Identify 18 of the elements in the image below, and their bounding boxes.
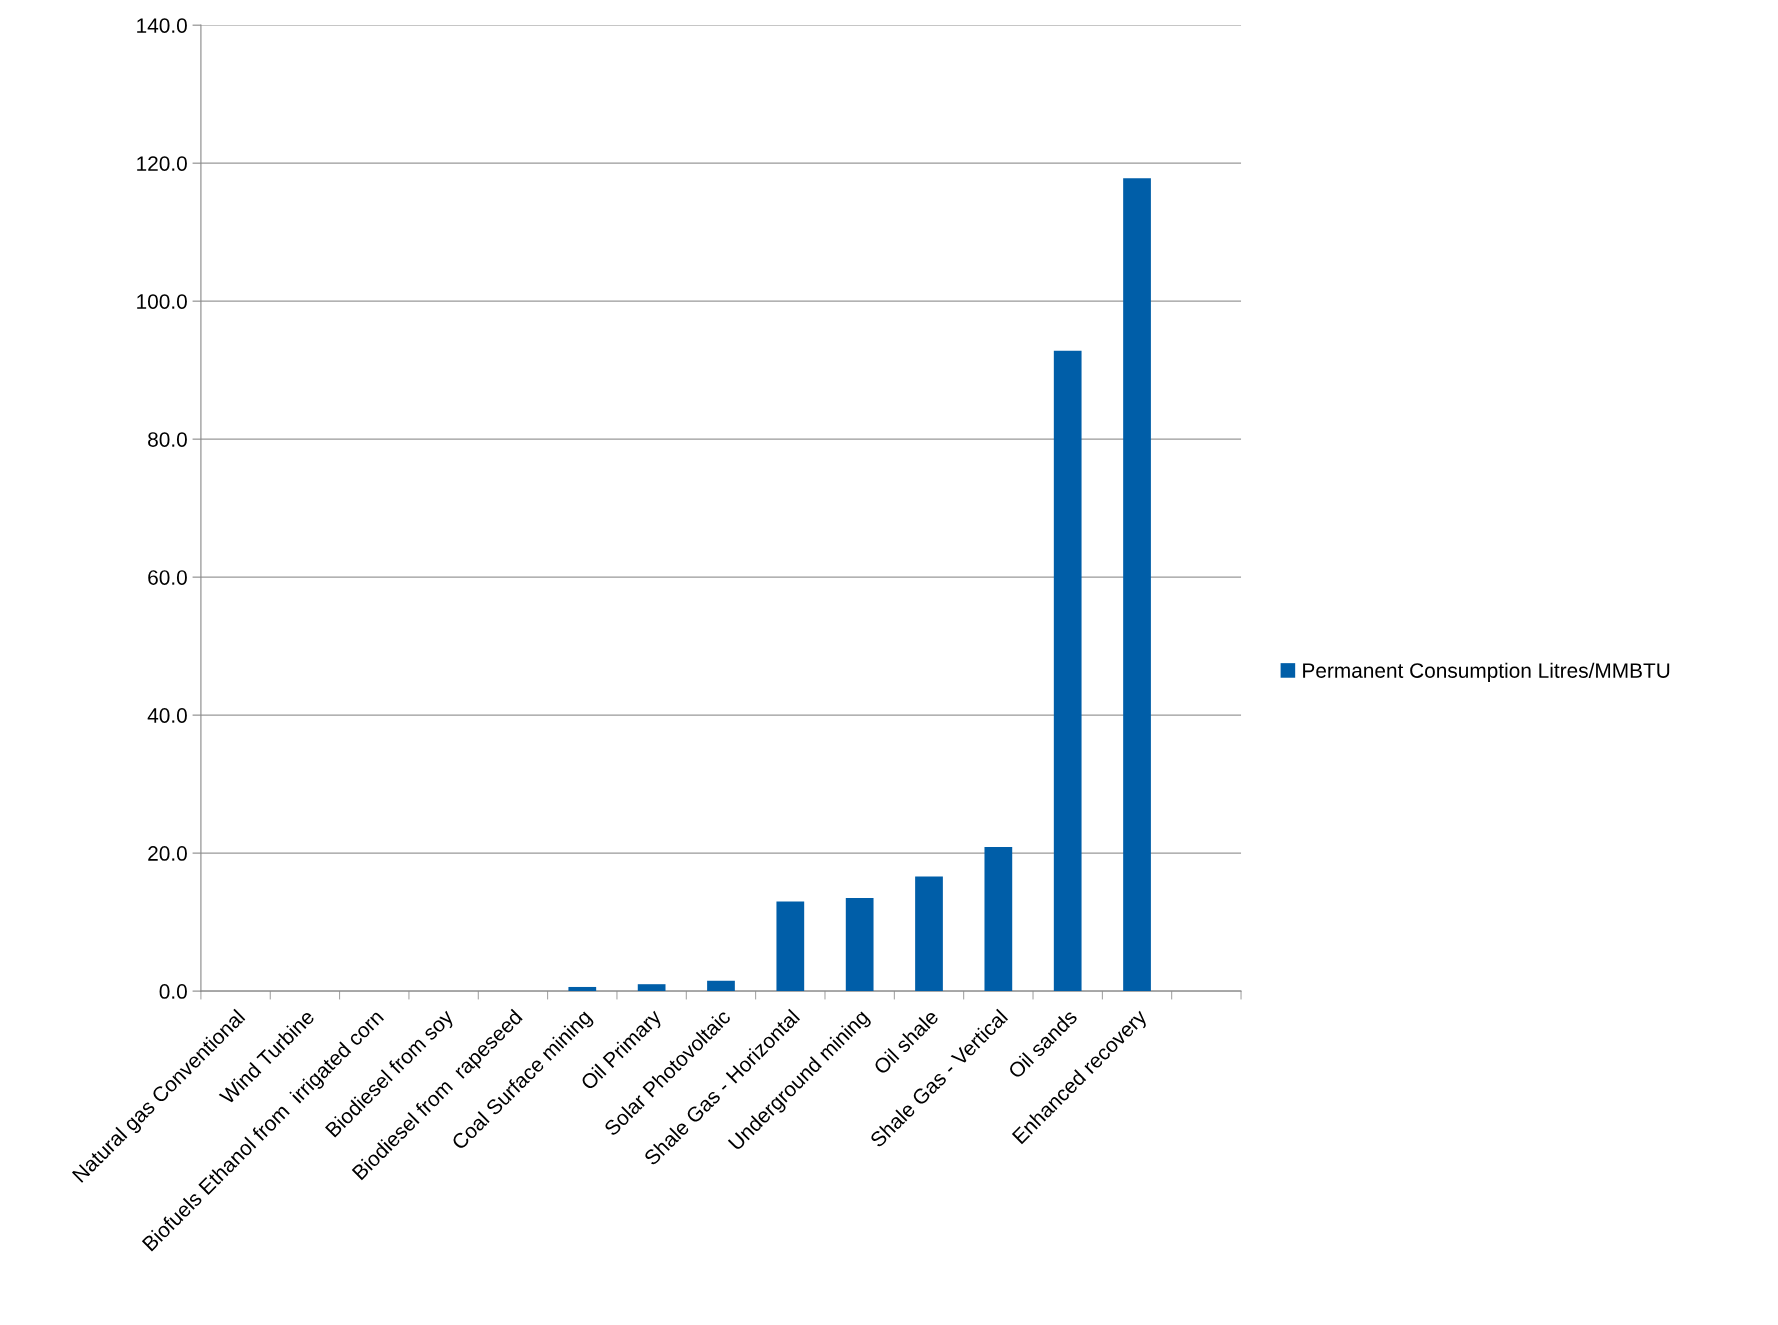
bar: [845, 897, 874, 992]
bar: [1123, 178, 1151, 992]
y-tick-label: 140.0: [137, 18, 187, 33]
y-tick-label: 40.0: [147, 708, 187, 723]
bar: [1053, 350, 1082, 992]
bar: [984, 846, 1013, 992]
bar: [915, 876, 943, 992]
y-tick-label: 80.0: [148, 432, 187, 447]
bar: [776, 901, 805, 992]
bar: [637, 984, 666, 992]
y-tick-label: 100.0: [137, 294, 187, 309]
bar: [707, 980, 735, 992]
legend-label: Permanent Consumption Litres/MMBTU: [1303, 662, 1670, 683]
y-tick-label: 0.0: [159, 984, 187, 999]
y-tick-label: 120.0: [137, 156, 187, 171]
bar: [568, 986, 597, 992]
y-tick-label: 60.0: [148, 570, 187, 585]
y-tick-label: 20.0: [148, 846, 187, 861]
